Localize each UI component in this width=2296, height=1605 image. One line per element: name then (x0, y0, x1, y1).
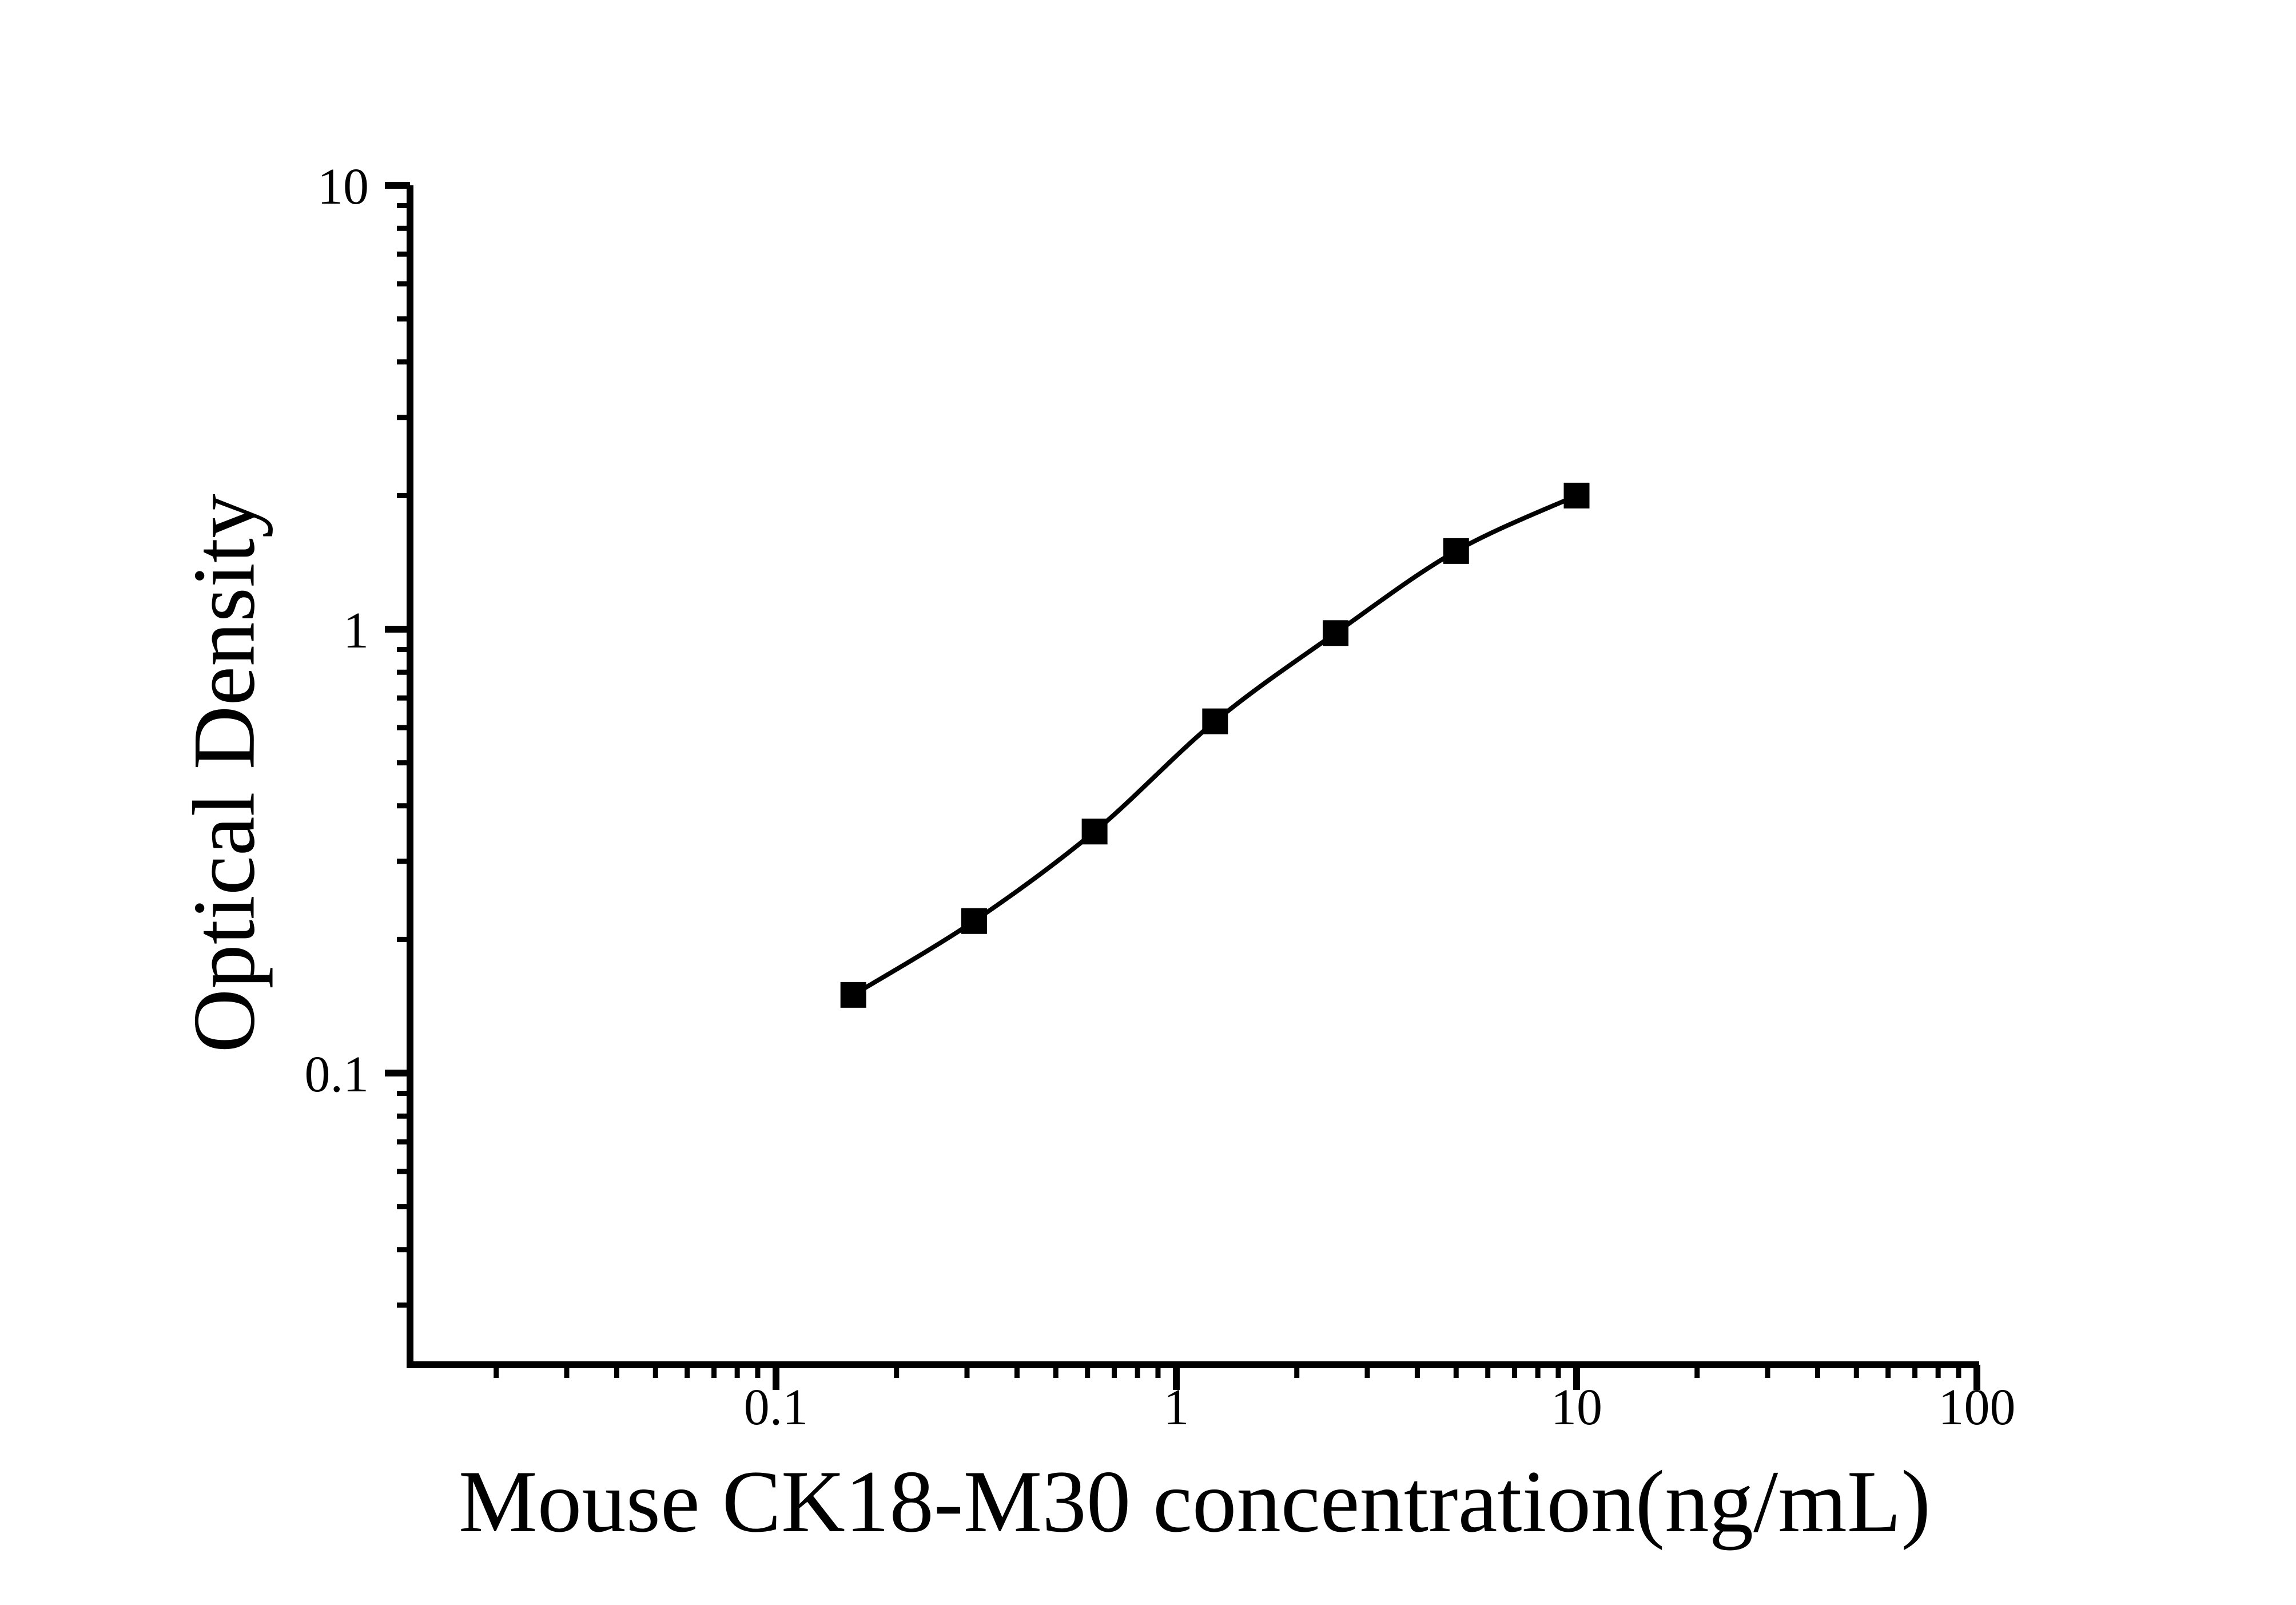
x-axis-title: Mouse CK18-M30 concentration(ng/mL) (458, 1452, 1931, 1551)
x-tick-label: 100 (1939, 1379, 2016, 1436)
x-tick-label: 1 (1164, 1379, 1189, 1436)
data-point-marker (961, 908, 987, 934)
y-axis-title: Optical Density (174, 494, 273, 1053)
data-point-marker (1081, 819, 1108, 845)
data-point-marker (1443, 538, 1469, 564)
y-tick-label: 1 (343, 602, 369, 659)
y-tick-label: 0.1 (305, 1046, 369, 1103)
data-point-marker (840, 982, 866, 1008)
y-tick-label: 10 (317, 158, 369, 215)
data-point-marker (1323, 620, 1349, 646)
x-tick-label: 0.1 (744, 1379, 809, 1436)
data-point-marker (1563, 482, 1590, 508)
x-tick-label: 10 (1551, 1379, 1602, 1436)
data-point-marker (1202, 708, 1228, 734)
